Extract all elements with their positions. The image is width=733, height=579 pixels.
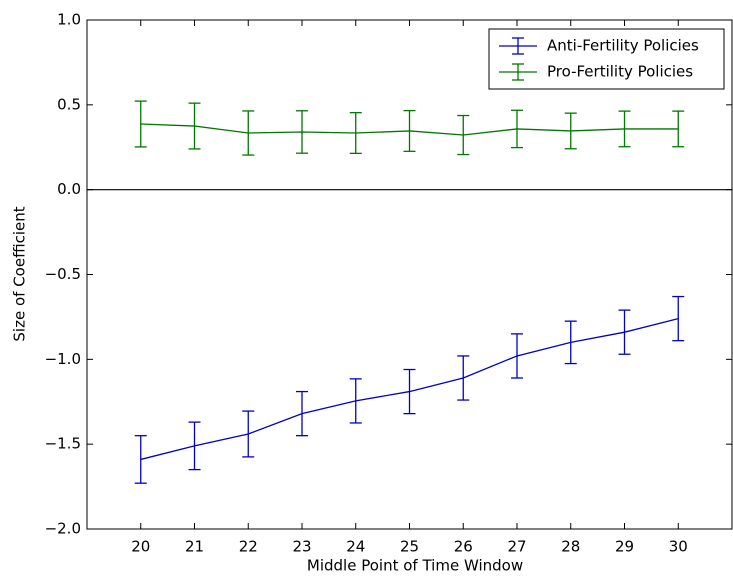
legend-box	[488, 28, 725, 90]
x-tick-label: 21	[185, 538, 204, 556]
x-tick-label: 22	[239, 538, 258, 556]
y-tick-label: 0.5	[57, 95, 81, 113]
x-tick-label: 23	[292, 538, 311, 556]
y-tick-label: 1.0	[57, 11, 81, 29]
x-tick-label: 24	[346, 538, 365, 556]
y-tick-label: −1.5	[45, 435, 81, 453]
y-tick-label: −0.5	[45, 265, 81, 283]
x-tick-label: 26	[454, 538, 473, 556]
x-tick-label: 25	[400, 538, 419, 556]
y-tick-label: −2.0	[45, 520, 81, 538]
x-tick-label: 28	[561, 538, 580, 556]
y-tick-label: 0.0	[57, 180, 81, 198]
legend-label: Pro-Fertility Policies	[547, 63, 693, 81]
y-tick-label: −1.0	[45, 350, 81, 368]
x-tick-label: 20	[131, 538, 150, 556]
y-axis-label: Size of Coefficient	[11, 206, 29, 341]
x-tick-label: 27	[507, 538, 526, 556]
x-tick-label: 30	[669, 538, 688, 556]
x-axis-label: Middle Point of Time Window	[307, 557, 523, 575]
legend-label: Anti-Fertility Policies	[547, 37, 699, 55]
plot-frame	[86, 19, 733, 530]
x-tick-label: 29	[615, 538, 634, 556]
